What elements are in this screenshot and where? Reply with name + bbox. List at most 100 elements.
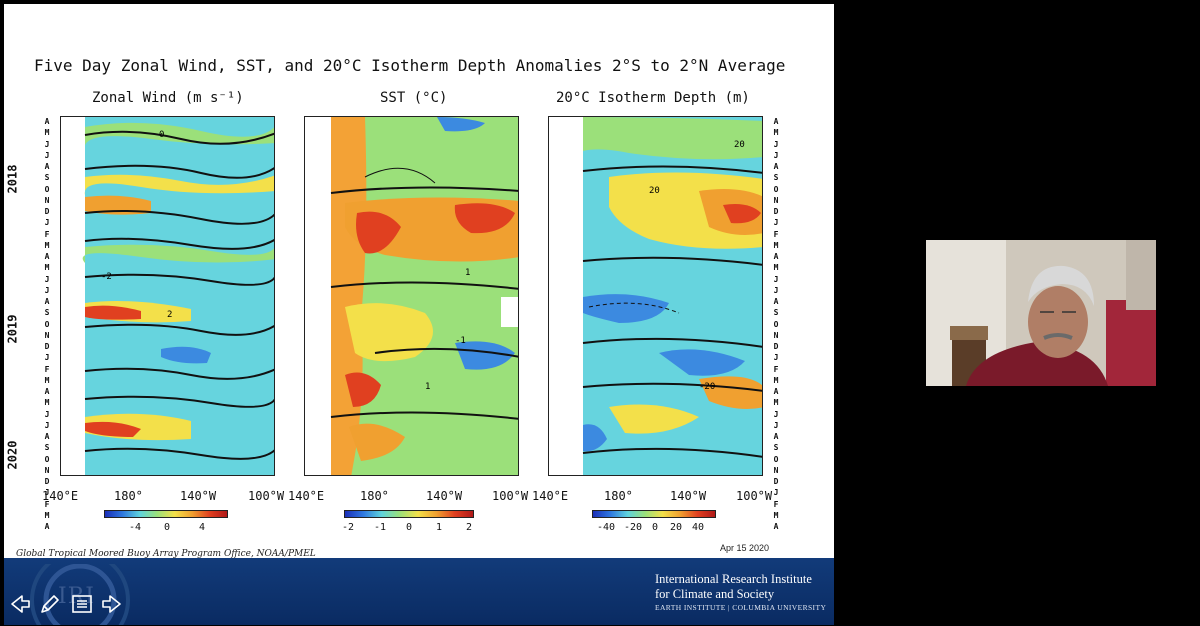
panel-title-zonal-wind: Zonal Wind (m s⁻¹) xyxy=(92,90,244,106)
contour-label-neg2: -2 xyxy=(101,272,112,282)
month-tick-right-11: M xyxy=(773,240,779,250)
month-tick-left-30: O xyxy=(44,454,50,464)
month-tick-right-29: S xyxy=(773,443,779,453)
arrow-left-icon[interactable] xyxy=(8,592,32,616)
presentation-slide: Five Day Zonal Wind, SST, and 20°C Isoth… xyxy=(4,4,834,625)
month-tick-right-1: M xyxy=(773,128,779,138)
year-label-2019: 2019 xyxy=(5,314,20,344)
month-tick-left-22: F xyxy=(44,364,50,374)
colorbar-isotherm-neg40: -40 xyxy=(597,522,616,533)
colorbar-zonal-wind-0: 0 xyxy=(164,522,171,533)
pen-icon[interactable] xyxy=(38,592,62,616)
month-tick-left-10: F xyxy=(44,229,50,239)
contour-label-2: 2 xyxy=(167,310,172,320)
month-tick-right-9: J xyxy=(773,218,779,228)
month-tick-right-13: M xyxy=(773,263,779,273)
colorbar-zonal-wind xyxy=(104,510,228,518)
month-tick-right-21: J xyxy=(773,353,779,363)
month-tick-left-15: J xyxy=(44,285,50,295)
month-tick-right-10: F xyxy=(773,229,779,239)
zonal-wind-plot: 0 2 -2 xyxy=(60,116,275,476)
month-tick-right-34: F xyxy=(773,499,779,509)
xtick-140w-1: 140°W xyxy=(180,489,217,503)
month-tick-left-1: M xyxy=(44,128,50,138)
month-tick-left-32: D xyxy=(44,477,50,486)
contour-label-neg1: -1 xyxy=(455,336,466,346)
month-tick-left-26: J xyxy=(44,409,50,419)
month-tick-left-35: M xyxy=(44,510,50,520)
year-label-2018: 2018 xyxy=(5,164,20,194)
menu-icon[interactable] xyxy=(70,592,94,616)
month-tick-right-27: J xyxy=(773,420,779,430)
month-tick-left-8: D xyxy=(44,207,50,216)
month-tick-left-11: M xyxy=(44,240,50,250)
colorbar-zonal-wind-4: 4 xyxy=(199,522,206,533)
colorbar-isotherm-40: 40 xyxy=(692,522,705,533)
colorbar-sst-1: 1 xyxy=(436,522,443,533)
xtick-100w-1: 100°W xyxy=(248,489,285,503)
month-tick-left-0: A xyxy=(44,117,50,126)
month-tick-left-4: A xyxy=(44,162,50,171)
contour-label-1-lower: 1 xyxy=(425,382,430,392)
month-tick-right-7: N xyxy=(773,195,779,205)
month-tick-right-4: A xyxy=(773,162,779,171)
month-tick-left-12: A xyxy=(44,252,50,261)
colorbar-sst-0: 0 xyxy=(406,522,413,533)
colorbar-sst-neg2: -2 xyxy=(342,522,355,533)
month-tick-right-14: J xyxy=(773,274,779,284)
month-tick-left-29: S xyxy=(44,443,50,453)
month-tick-left-18: O xyxy=(44,319,50,329)
institute-line-3: EARTH INSTITUTE | COLUMBIA UNIVERSITY xyxy=(655,603,827,612)
month-tick-left-36: A xyxy=(44,522,50,531)
panel-title-sst: SST (°C) xyxy=(380,90,448,106)
month-tick-left-5: S xyxy=(44,173,50,183)
xtick-100w-3: 100°W xyxy=(736,489,773,503)
colorbar-zonal-wind-neg4: -4 xyxy=(129,522,142,533)
month-tick-left-27: J xyxy=(44,420,50,430)
isotherm-depth-plot: 20 20 -20 xyxy=(548,116,763,476)
xtick-100w-2: 100°W xyxy=(492,489,529,503)
year-label-2020: 2020 xyxy=(5,440,20,470)
contour-label-1: 1 xyxy=(465,268,470,278)
sst-plot: 1 1 -1 xyxy=(304,116,519,476)
xtick-180-3: 180° xyxy=(604,489,633,503)
month-tick-right-2: J xyxy=(773,139,779,149)
month-tick-left-14: J xyxy=(44,274,50,284)
footer-date: Apr 15 2020 xyxy=(720,543,770,553)
colorbar-sst-2: 2 xyxy=(466,522,473,533)
panel-title-isotherm: 20°C Isotherm Depth (m) xyxy=(556,90,750,106)
month-tick-left-20: D xyxy=(44,342,50,351)
xtick-140w-2: 140°W xyxy=(426,489,463,503)
month-tick-left-33: J xyxy=(44,488,50,498)
month-tick-right-19: N xyxy=(773,330,779,340)
month-tick-left-19: N xyxy=(44,330,50,340)
month-tick-left-34: F xyxy=(44,499,50,509)
colorbar-isotherm-neg20: -20 xyxy=(624,522,643,533)
month-tick-left-25: M xyxy=(44,398,50,408)
participant-video[interactable] xyxy=(926,240,1156,386)
month-tick-right-6: O xyxy=(773,184,779,194)
month-tick-left-13: M xyxy=(44,263,50,273)
month-tick-right-26: J xyxy=(773,409,779,419)
colorbar-isotherm-20: 20 xyxy=(670,522,683,533)
colorbar-isotherm xyxy=(592,510,716,518)
month-tick-left-16: A xyxy=(44,297,50,306)
footer-banner: IRI International Research Institute for… xyxy=(4,558,834,625)
slide-title: Five Day Zonal Wind, SST, and 20°C Isoth… xyxy=(34,56,786,75)
colorbar-sst-neg1: -1 xyxy=(374,522,387,533)
month-tick-right-31: N xyxy=(773,465,779,475)
xtick-180-2: 180° xyxy=(360,489,389,503)
footer-source: Global Tropical Moored Buoy Array Progra… xyxy=(16,549,316,559)
arrow-right-icon[interactable] xyxy=(100,592,124,616)
contour-label-20-mid: 20 xyxy=(649,186,660,196)
month-tick-left-9: J xyxy=(44,218,50,228)
month-tick-right-24: A xyxy=(773,387,779,396)
month-tick-left-3: J xyxy=(44,150,50,160)
month-tick-left-6: O xyxy=(44,184,50,194)
month-tick-right-32: D xyxy=(773,477,779,486)
xtick-140w-3: 140°W xyxy=(670,489,707,503)
month-tick-left-2: J xyxy=(44,139,50,149)
month-tick-left-21: J xyxy=(44,353,50,363)
month-tick-left-17: S xyxy=(44,308,50,318)
month-tick-right-20: D xyxy=(773,342,779,351)
